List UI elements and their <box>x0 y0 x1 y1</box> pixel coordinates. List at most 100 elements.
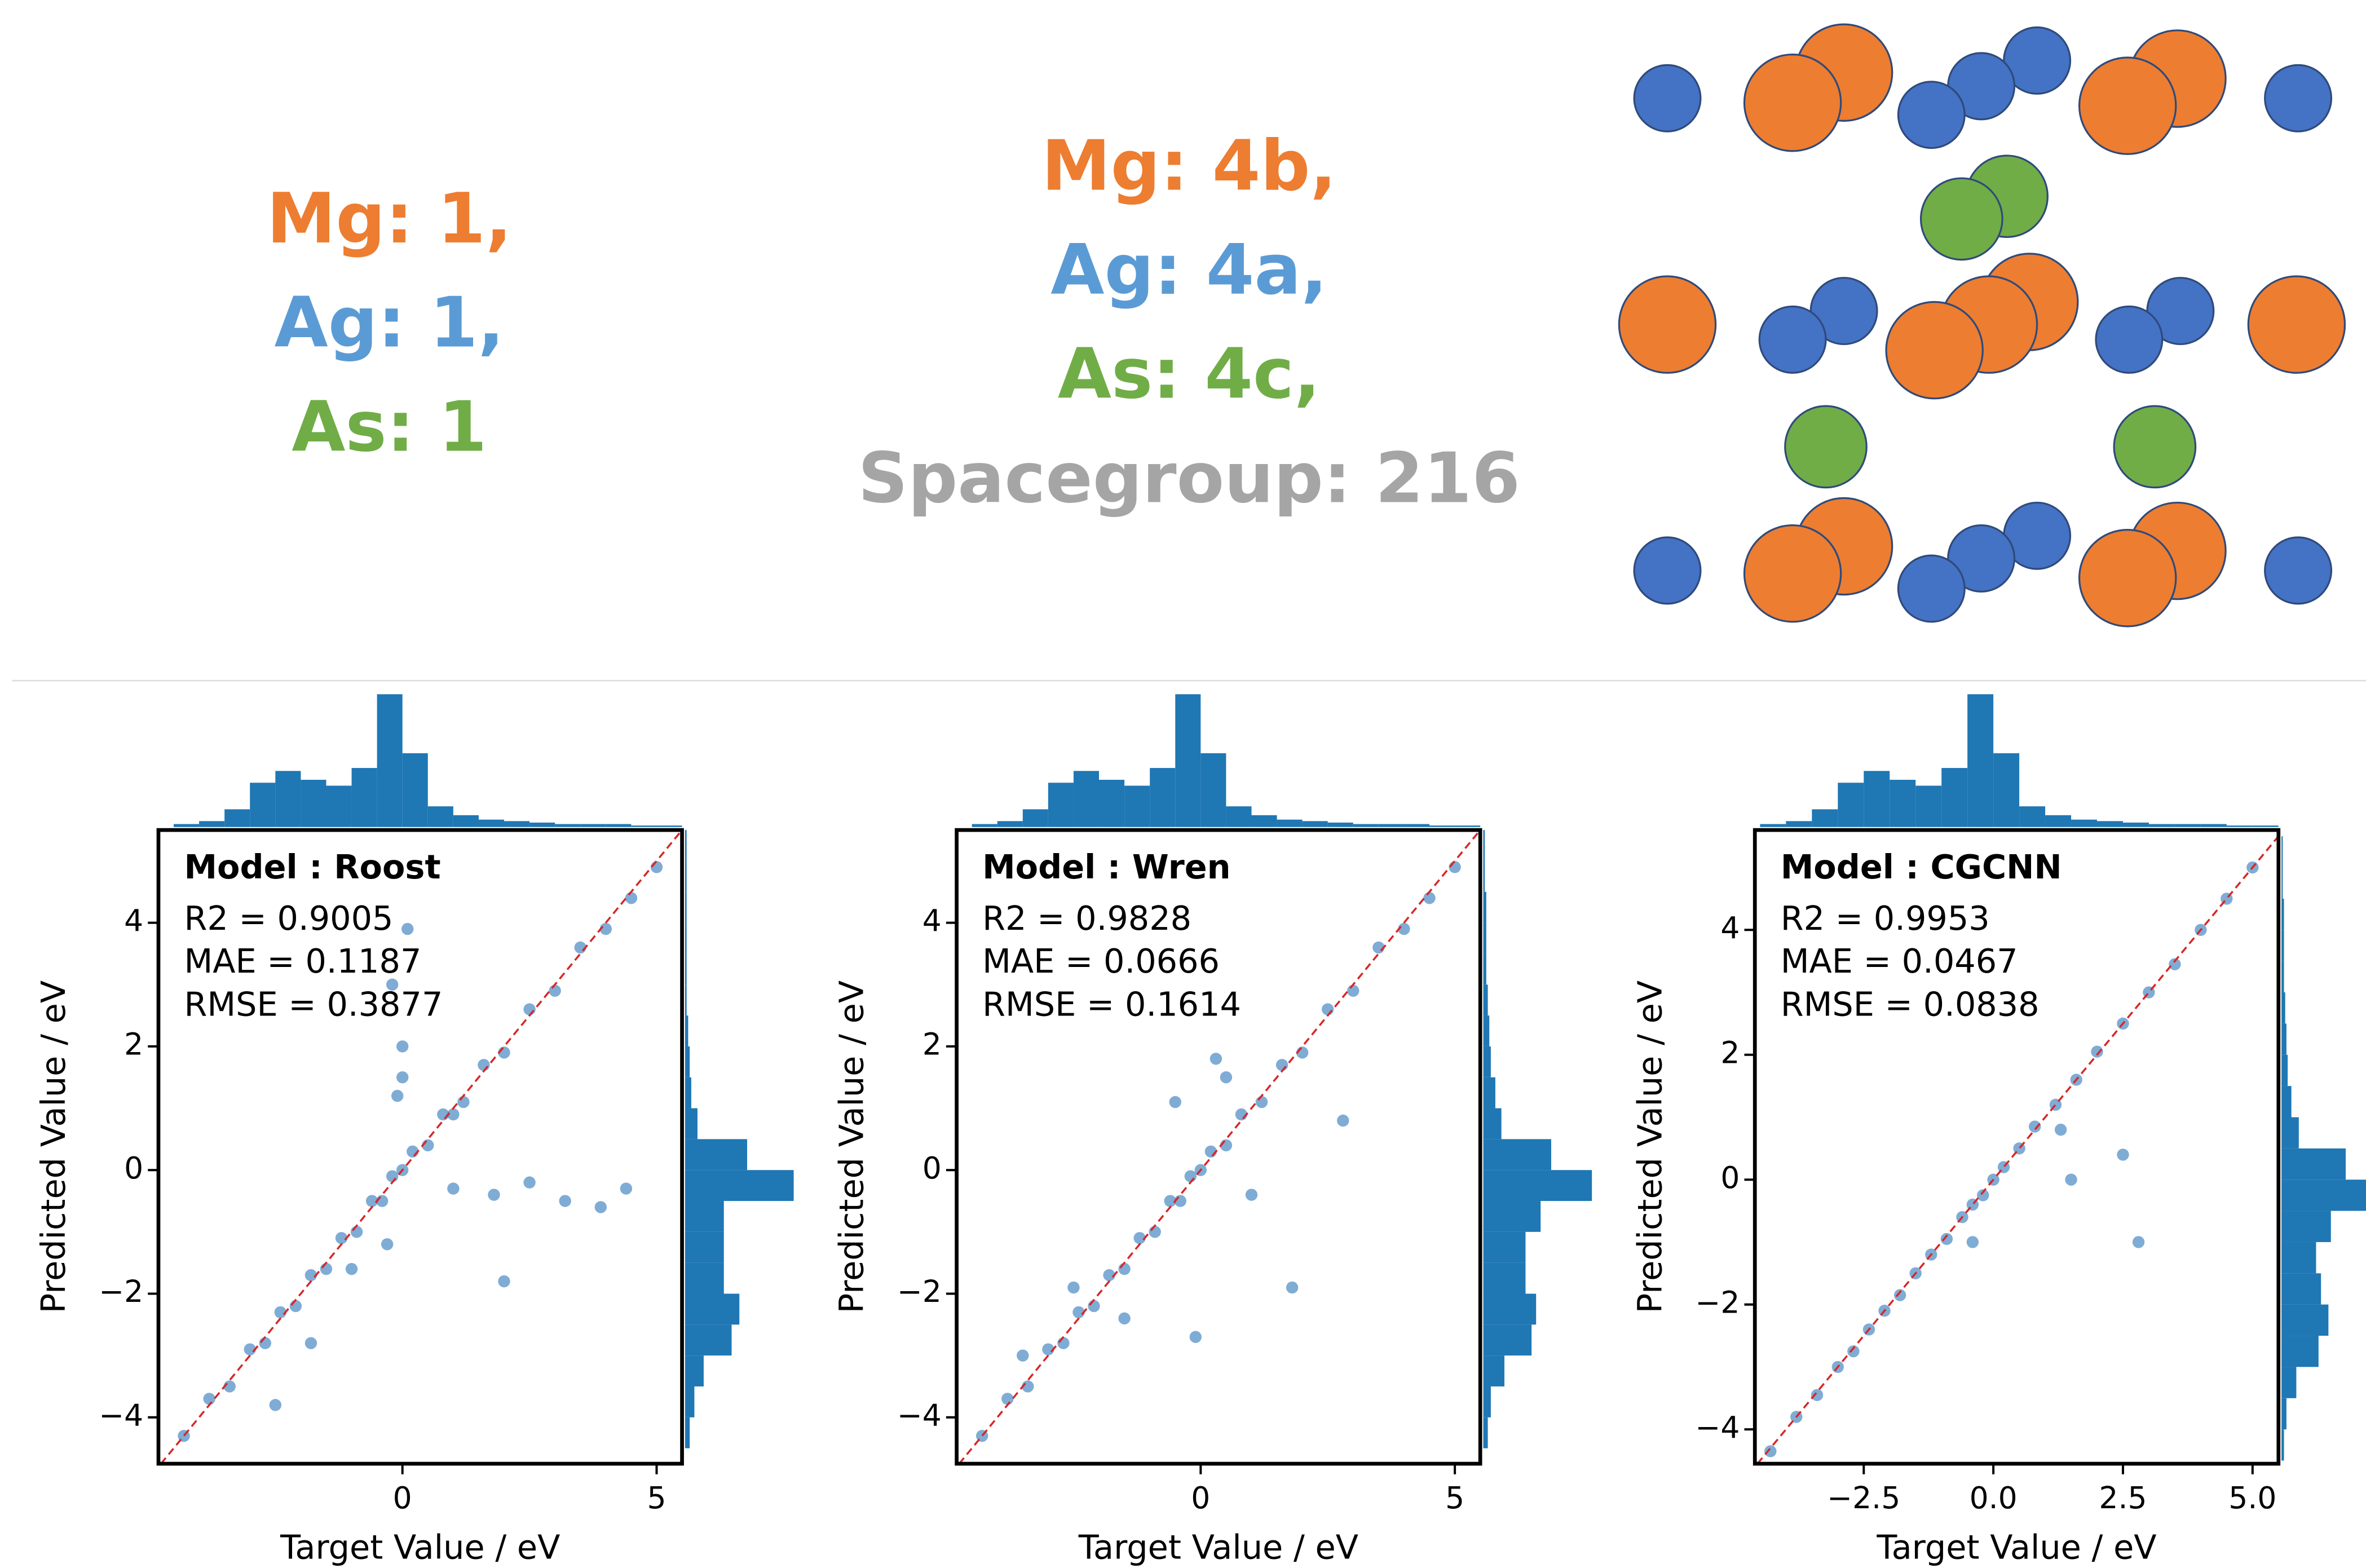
y-tick-label: 2 <box>1720 1035 1740 1070</box>
x-hist-bar <box>1993 753 2019 827</box>
point <box>1246 1189 1257 1200</box>
point <box>1286 1282 1298 1293</box>
x-hist-bar <box>1429 825 1455 827</box>
x-hist-bar <box>250 783 275 827</box>
y-hist-bar <box>2281 1180 2366 1211</box>
x-hist-bar <box>1048 783 1074 827</box>
x-hist-bar <box>1251 815 1277 827</box>
x-hist-bar <box>1404 824 1429 827</box>
x-hist-bar <box>2071 820 2097 827</box>
point <box>1067 1282 1079 1293</box>
y-hist-bar <box>2281 1086 2292 1117</box>
x-hist-bar <box>1150 768 1175 827</box>
point <box>498 1275 510 1287</box>
x-hist-bar <box>1303 821 1328 827</box>
point <box>1088 1300 1100 1312</box>
figure: Mg: 1,Ag: 1,As: 1Mg: 4b,Ag: 4a,As: 4c,Sp… <box>0 0 2366 1568</box>
x-hist-bar <box>1812 809 1838 827</box>
point <box>595 1201 607 1213</box>
point <box>1185 1170 1197 1182</box>
y-hist-bar <box>1484 923 1486 954</box>
metric-annotation: RMSE = 0.0838 <box>1781 984 2040 1023</box>
y-hist-bar <box>1484 1170 1592 1201</box>
y-hist-bar <box>2281 1398 2286 1429</box>
metric-annotation: R2 = 0.9828 <box>982 899 1191 938</box>
x-hist-bar <box>1786 821 1812 827</box>
y-hist-bar <box>1484 1417 1488 1448</box>
y-hist-bar <box>2281 1305 2328 1336</box>
y-hist-bar <box>2281 1055 2288 1086</box>
x-hist-bar <box>428 806 453 827</box>
metric-annotation: MAE = 0.0467 <box>1781 942 2018 980</box>
x-hist-bar <box>1760 824 1786 827</box>
y-hist-bar <box>1484 1386 1491 1417</box>
point <box>488 1189 500 1200</box>
x-hist-bar <box>529 823 555 827</box>
x-hist-bar <box>1864 771 1890 827</box>
point <box>1057 1337 1069 1349</box>
x-tick-label: 2.5 <box>2099 1480 2147 1516</box>
point <box>259 1337 271 1349</box>
point <box>1001 1393 1013 1404</box>
y-axis-label: Predicted Value / eV <box>34 980 73 1313</box>
point <box>270 1399 281 1411</box>
x-hist-bar <box>326 786 351 827</box>
point <box>478 1059 489 1071</box>
point <box>351 1226 363 1238</box>
y-tick-label: 0 <box>922 1150 942 1186</box>
page: {"composition":{"labels":[{"text":"Mg: 1… <box>0 0 2366 1568</box>
y-hist-bar <box>1484 1015 1490 1046</box>
y-tick-label: 0 <box>124 1150 143 1186</box>
y-hist-bar <box>685 861 687 892</box>
y-tick-label: 0 <box>1720 1160 1740 1195</box>
point <box>523 1176 535 1188</box>
x-hist-bar <box>2045 815 2071 827</box>
point <box>2065 1174 2077 1186</box>
point <box>559 1195 571 1207</box>
point <box>447 1182 459 1194</box>
point <box>620 1182 632 1194</box>
y-hist-bar <box>2281 1023 2286 1054</box>
point <box>1017 1349 1028 1361</box>
x-hist-bar <box>275 771 301 827</box>
point <box>1347 985 1359 997</box>
x-tick-label: −2.5 <box>1827 1480 1900 1516</box>
x-hist-bar <box>1175 694 1200 827</box>
point <box>457 1096 469 1108</box>
x-hist-bar <box>2097 821 2123 827</box>
y-hist-bar <box>685 1386 695 1417</box>
y-hist-bar <box>2281 992 2285 1023</box>
x-hist-bar <box>453 815 479 827</box>
point <box>290 1300 302 1312</box>
y-hist-bar <box>685 984 687 1015</box>
y-hist-bar <box>685 1108 698 1139</box>
x-hist-bar <box>1328 823 1353 827</box>
x-tick-label: 5.0 <box>2228 1480 2276 1516</box>
y-hist-bar <box>2281 1149 2346 1180</box>
y-hist-bar <box>685 1046 690 1077</box>
y-tick-label: 2 <box>922 1027 942 1062</box>
point <box>2133 1236 2144 1248</box>
x-hist-bar <box>1124 786 1150 827</box>
model-label: Model : CGCNN <box>1781 847 2062 886</box>
model-label: Model : Roost <box>184 847 440 886</box>
model-label: Model : Wren <box>982 847 1231 886</box>
metric-annotation: R2 = 0.9005 <box>184 899 393 938</box>
x-hist-bar <box>972 824 997 827</box>
y-axis-label: Predicted Value / eV <box>1630 980 1669 1313</box>
wyckoff-label: As: 4c, <box>1058 334 1321 415</box>
y-hist-bar <box>685 1294 739 1325</box>
y-hist-bar <box>2281 1211 2331 1242</box>
y-tick-label: −4 <box>1696 1410 1740 1445</box>
x-hist-bar <box>1967 694 1993 827</box>
y-hist-bar <box>2281 1367 2296 1398</box>
metric-annotation: MAE = 0.1187 <box>184 942 421 980</box>
x-hist-bar <box>1074 771 1099 827</box>
composition-label: As: 1 <box>292 387 487 467</box>
wyckoff-label: Spacegroup: 216 <box>858 438 1520 519</box>
point <box>401 923 413 935</box>
x-tick-label: 5 <box>647 1480 666 1516</box>
x-hist-bar <box>2201 824 2227 827</box>
y-tick-label: 4 <box>1720 910 1740 946</box>
point <box>386 1170 398 1182</box>
